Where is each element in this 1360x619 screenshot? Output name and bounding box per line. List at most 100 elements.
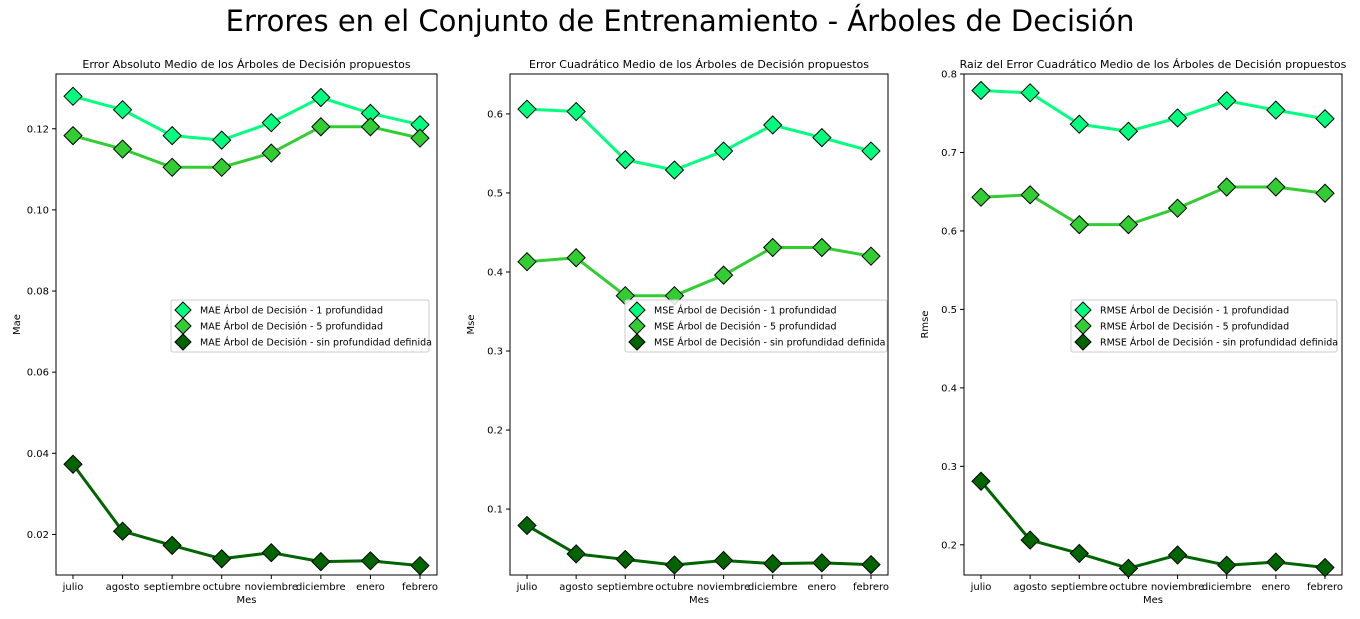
x-tick-label: febrero: [853, 582, 889, 593]
legend: [170, 299, 430, 353]
data-point: [566, 544, 586, 564]
data-point: [615, 150, 635, 170]
data-point: [1118, 121, 1139, 141]
legend-label: RMSE Árbol de Decisión - 5 profundidad: [1100, 321, 1289, 333]
y-tick-label: 0.3: [487, 347, 503, 358]
chart-title: Error Absoluto Medio de los Árboles de D…: [82, 58, 411, 71]
data-point: [861, 246, 881, 266]
y-tick-label: 0.08: [27, 287, 49, 298]
data-point: [517, 99, 537, 119]
data-point: [1167, 198, 1188, 218]
chart-title: Error Cuadrático Medio de los Árboles de…: [529, 58, 869, 71]
y-axis-label: Rmse: [920, 310, 931, 338]
data-point: [615, 549, 635, 570]
data-point: [971, 471, 991, 491]
x-tick-label: noviembre: [245, 582, 298, 593]
x-axis-label: Mes: [689, 595, 709, 606]
data-point: [1266, 552, 1286, 572]
data-point: [1266, 177, 1286, 197]
x-tick-label: noviembre: [1151, 582, 1204, 593]
y-tick-label: 0.02: [27, 530, 49, 541]
legend-marker: [174, 333, 192, 351]
data-point: [1020, 530, 1040, 550]
data-point: [63, 86, 83, 107]
y-tick-label: 0.10: [27, 205, 49, 216]
x-tick-label: agosto: [559, 582, 593, 593]
data-point: [360, 551, 381, 571]
y-tick-label: 0.1: [487, 505, 503, 516]
x-tick-label: septiembre: [597, 582, 654, 593]
data-point: [212, 549, 232, 569]
x-tick-label: septiembre: [144, 582, 201, 593]
data-point: [812, 553, 832, 573]
y-tick-label: 0.4: [941, 383, 957, 394]
data-point: [112, 521, 133, 541]
data-point: [360, 117, 381, 137]
chart-title: Raiz del Error Cuadrático Medio de los Á…: [960, 58, 1347, 71]
data-point: [112, 139, 133, 159]
data-point: [1069, 543, 1089, 564]
data-point: [1217, 555, 1237, 575]
data-point: [1217, 90, 1237, 111]
series-line: [526, 107, 872, 172]
y-tick-label: 0.7: [941, 148, 957, 159]
figure-title: Errores en el Conjunto de Entrenamiento …: [225, 4, 1135, 38]
y-axis-label: Mae: [12, 314, 23, 335]
legend: [624, 299, 888, 353]
data-point: [763, 115, 783, 135]
data-point: [1020, 185, 1040, 205]
x-tick-label: enero: [808, 582, 837, 593]
y-tick-label: 0.12: [27, 124, 49, 135]
data-point: [713, 141, 734, 161]
legend-label: RMSE Árbol de Decisión - sin profundidad…: [1100, 337, 1338, 349]
legend-label: MSE Árbol de Decisión - 5 profundidad: [654, 321, 837, 333]
data-point: [162, 125, 182, 146]
data-point: [261, 143, 281, 163]
data-point: [1315, 109, 1335, 129]
x-tick-label: julio: [970, 582, 992, 593]
y-tick-label: 0.04: [27, 449, 49, 460]
legend-marker: [628, 333, 646, 351]
data-point: [664, 555, 685, 575]
data-point: [861, 141, 881, 161]
x-tick-label: agosto: [106, 582, 140, 593]
legend: [1070, 299, 1338, 353]
data-point: [1020, 83, 1040, 103]
plot-frame: [55, 73, 438, 576]
x-tick-label: agosto: [1013, 582, 1047, 593]
data-point: [713, 550, 734, 571]
legend-label: MSE Árbol de Decisión - sin profundidad …: [654, 337, 885, 349]
plot-frame: [963, 73, 1343, 576]
data-point: [311, 551, 331, 572]
data-point: [63, 125, 83, 146]
data-point: [112, 99, 133, 120]
data-point: [763, 553, 783, 574]
data-point: [1069, 214, 1089, 235]
data-point: [162, 535, 182, 556]
legend-label: MAE Árbol de Decisión - 1 profundidad: [200, 305, 383, 317]
y-tick-label: 0.6: [941, 226, 957, 237]
data-point: [812, 237, 832, 258]
x-tick-label: octubre: [203, 582, 241, 593]
data-point: [1167, 108, 1188, 128]
y-tick-label: 0.3: [941, 462, 957, 473]
y-tick-label: 0.6: [487, 109, 503, 120]
x-tick-label: julio: [62, 582, 84, 593]
x-tick-label: octubre: [1109, 582, 1147, 593]
y-tick-label: 0.5: [487, 188, 503, 199]
data-point: [566, 248, 586, 268]
data-point: [410, 128, 430, 148]
x-tick-label: septiembre: [1051, 582, 1108, 593]
y-axis-label: Mse: [466, 315, 477, 335]
y-tick-label: 0.4: [487, 267, 503, 278]
data-point: [162, 157, 182, 178]
legend-label: RMSE Árbol de Decisión - 1 profundidad: [1100, 305, 1289, 317]
series-line: [980, 88, 1326, 133]
y-tick-label: 0.2: [487, 426, 503, 437]
x-tick-label: diciembre: [748, 582, 798, 593]
y-tick-label: 0.5: [941, 305, 957, 316]
data-point: [517, 515, 537, 536]
plot-frame: [509, 73, 889, 576]
